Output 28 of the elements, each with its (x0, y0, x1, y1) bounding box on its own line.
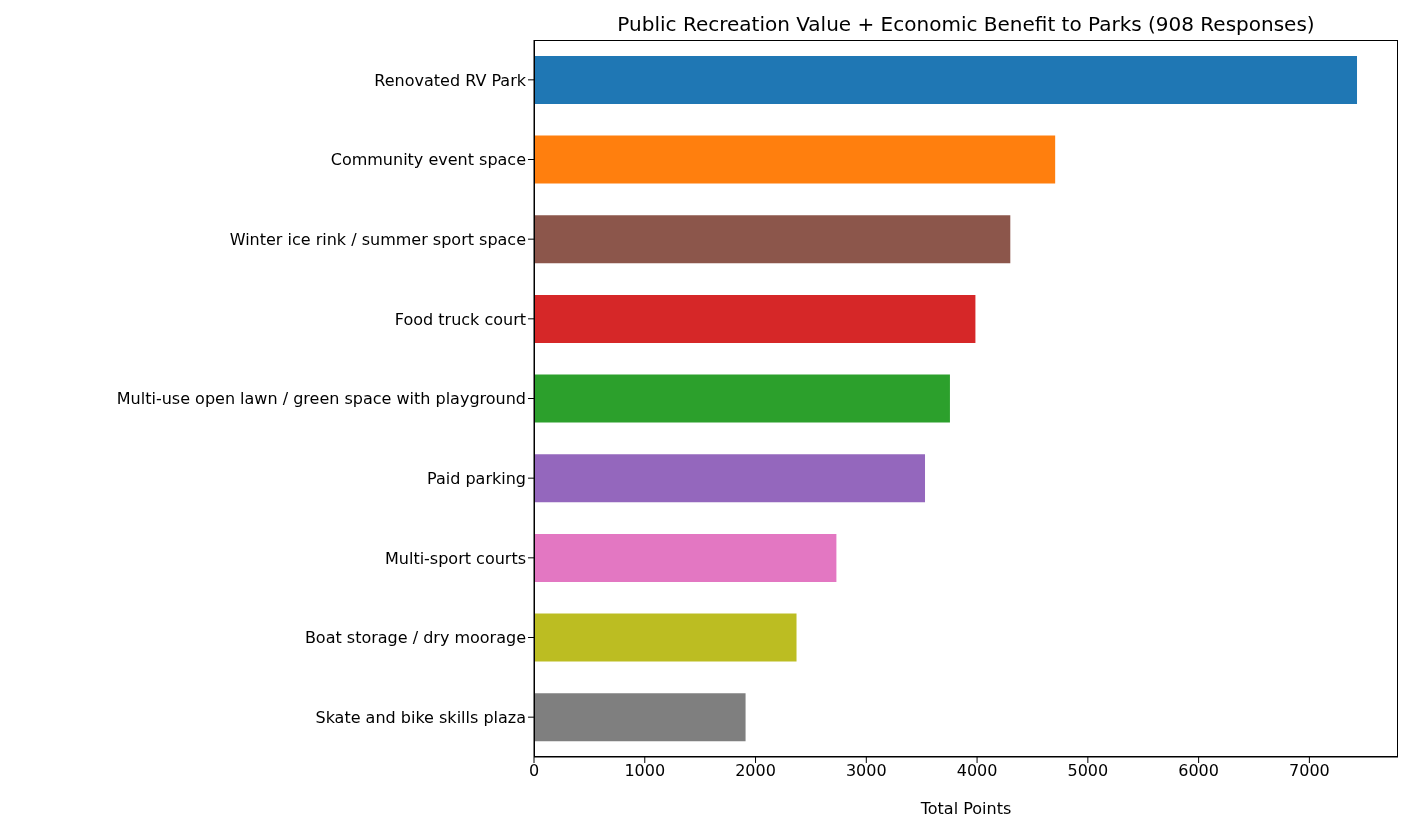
bar (534, 374, 950, 423)
y-tick-label: Renovated RV Park (374, 70, 527, 90)
x-tick-label: 2000 (735, 761, 776, 781)
bar (534, 613, 797, 662)
x-tick-label: 3000 (845, 761, 887, 781)
bar (534, 294, 976, 343)
bar (534, 454, 926, 503)
bar (534, 135, 1056, 184)
y-tick-label: Multi-sport courts (384, 548, 526, 568)
x-tick-label: 0 (528, 761, 540, 781)
x-tick-label: 7000 (1289, 761, 1330, 781)
bar (534, 693, 746, 742)
y-tick-label: Multi-use open lawn / green space with playground (116, 389, 526, 409)
y-tick-label: Food truck court (394, 309, 526, 329)
bar (534, 533, 837, 582)
x-tick-label: 1000 (624, 761, 666, 781)
y-tick-label: Paid parking (427, 468, 526, 488)
x-tick-label: 4000 (956, 761, 998, 781)
y-tick-label: Skate and bike skills plaza (315, 707, 526, 727)
bar (534, 215, 1011, 264)
bar (534, 55, 1358, 104)
y-tick-label: Boat storage / dry moorage (304, 628, 526, 648)
x-axis-title: Total Points (919, 799, 1012, 818)
x-tick-label: 6000 (1178, 761, 1219, 781)
x-tick-label: 5000 (1067, 761, 1109, 781)
chart-title: Public Recreation Value + Economic Benefit to Parks (908 Responses) (616, 12, 1316, 36)
y-tick-label: Community event space (330, 150, 526, 170)
y-tick-label: Winter ice rink / summer sport space (229, 229, 526, 249)
